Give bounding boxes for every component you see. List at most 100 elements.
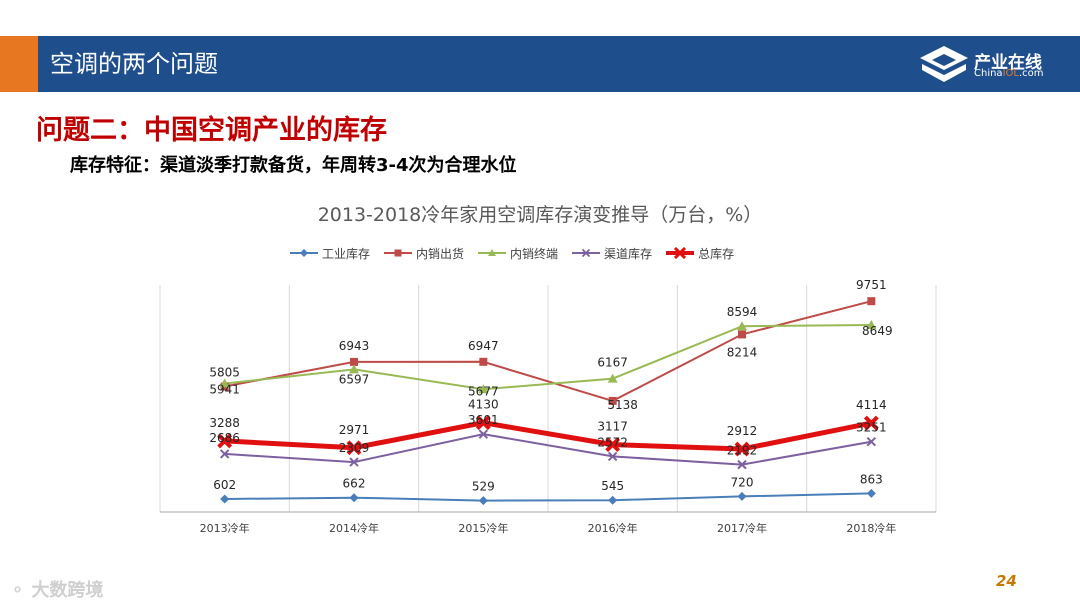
data-point (346, 440, 362, 456)
series-line (224, 433, 872, 466)
legend-label: 内销终端 (510, 246, 559, 261)
data-label: 4114 (856, 398, 887, 412)
data-point (478, 496, 488, 506)
subtitle: 库存特征：渠道淡季打款备货，年周转3-4次为合理水位 (70, 155, 517, 176)
x-tick-label: 2015冷年 (458, 521, 508, 535)
legend-label: 渠道库存 (604, 246, 653, 261)
x-tick-label: 2014冷年 (329, 521, 379, 535)
data-point (734, 441, 750, 457)
data-point (219, 449, 230, 459)
legend-item: 工业库存 (290, 245, 370, 262)
data-label: 545 (601, 479, 624, 493)
data-label: 529 (472, 480, 495, 494)
x-tick-label: 2018冷年 (846, 521, 896, 535)
data-label: 602 (213, 478, 236, 492)
legend-label: 工业库存 (322, 246, 371, 261)
data-point (349, 364, 359, 374)
data-point (607, 373, 618, 383)
data-point (478, 429, 489, 439)
series-line (224, 492, 872, 502)
header-bar (0, 36, 1080, 92)
legend-item: 总库存 (666, 245, 734, 262)
data-point (350, 357, 358, 366)
legend-label: 总库存 (698, 246, 735, 261)
legend-swatch (384, 249, 413, 257)
legend-swatch (290, 249, 318, 257)
data-label: 6167 (597, 356, 628, 370)
data-point (220, 494, 230, 504)
data-point (219, 378, 230, 388)
series-line (224, 300, 872, 402)
data-label: 8594 (727, 305, 758, 319)
data-label: 2686 (209, 431, 240, 445)
data-point (608, 396, 617, 405)
watermark: ⚬ 大数跨境 (10, 580, 104, 601)
section-title: 问题二：中国空调产业的库存 (36, 115, 387, 146)
data-label: 5138 (607, 398, 638, 412)
data-label: 6943 (339, 339, 370, 353)
data-label: 6597 (339, 372, 370, 386)
data-label: 863 (860, 472, 883, 486)
data-label: 2912 (727, 424, 758, 438)
x-tick-label: 2013冷年 (200, 521, 250, 535)
x-tick-label: 2016冷年 (588, 521, 638, 535)
legend-item: 渠道库存 (572, 245, 652, 262)
data-label: 4130 (468, 398, 499, 412)
data-point (737, 459, 747, 470)
data-point (866, 488, 876, 498)
series-line (224, 324, 872, 391)
data-label: 8214 (727, 345, 758, 359)
data-point (608, 495, 618, 505)
x-tick-label: 2017冷年 (717, 521, 767, 535)
data-point (478, 384, 489, 394)
data-point (607, 451, 618, 462)
series-line (224, 420, 872, 452)
watermark-text: 大数跨境 (31, 580, 104, 601)
data-label: 3601 (468, 413, 499, 427)
data-label: 5677 (468, 384, 499, 398)
legend-item: 内销出货 (384, 245, 464, 262)
data-point (867, 297, 876, 306)
data-label: 9751 (856, 278, 887, 292)
data-label: 6947 (468, 339, 499, 353)
chart-legend: 工业库存 内销出货 内销终端 渠道库存 总库存 (290, 243, 734, 263)
data-label: 2309 (339, 441, 370, 455)
data-point (349, 457, 359, 467)
data-point (866, 320, 877, 330)
legend-swatch (478, 249, 507, 256)
legend-item: 内销终端 (478, 245, 558, 262)
legend-swatch (572, 248, 601, 258)
company-logo: 产业在线 ChinaIOL.com (918, 44, 1068, 84)
page-number: 24 (996, 572, 1017, 590)
chart-title: 2013-2018冷年家用空调库存演变推导（万台，%） (317, 204, 763, 226)
data-label: 2572 (597, 435, 628, 449)
logo-text: 产业在线 (974, 53, 1042, 73)
data-label: 2971 (339, 423, 370, 437)
logo-icon (920, 46, 968, 82)
logo-domain: ChinaIOL.com (974, 68, 1044, 79)
data-point (866, 437, 877, 447)
data-point (738, 330, 746, 339)
data-point (863, 415, 879, 431)
data-label: 3288 (209, 416, 240, 430)
data-label: 3117 (597, 420, 628, 434)
data-label: 662 (343, 477, 366, 491)
data-label: 8649 (862, 324, 893, 338)
legend-swatch (666, 247, 695, 259)
data-point (605, 437, 621, 453)
data-point (737, 321, 747, 331)
data-label: 2192 (727, 444, 758, 458)
data-point (475, 415, 491, 431)
data-label: 720 (731, 475, 754, 489)
data-point (479, 357, 488, 366)
data-point (349, 493, 359, 503)
data-label: 5805 (209, 366, 240, 380)
legend-label: 内销出货 (416, 246, 465, 261)
data-point (217, 433, 233, 449)
header-accent-block (0, 36, 38, 92)
data-point (737, 491, 747, 501)
data-label: 5941 (209, 383, 240, 397)
header-title: 空调的两个问题 (50, 50, 218, 78)
data-label: 3251 (856, 421, 887, 435)
